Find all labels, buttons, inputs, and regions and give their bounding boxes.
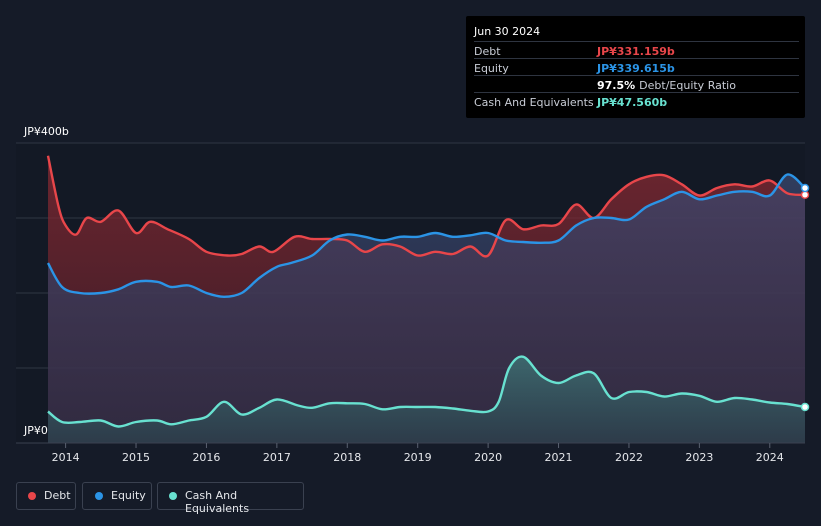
cash-and-equivalents-end-marker [800, 402, 810, 412]
x-tick-label-2023: 2023 [685, 451, 713, 464]
x-tick-label-2016: 2016 [192, 451, 220, 464]
tooltip-date: Jun 30 2024 [474, 25, 541, 38]
x-tick-label-2015: 2015 [122, 451, 150, 464]
legend-equity-label: Equity [111, 489, 146, 502]
legend-debt-dot [28, 492, 36, 500]
equity-end-marker [800, 183, 810, 193]
y-axis-bottom-label: JP¥0 [24, 424, 48, 437]
equity-line [46, 173, 806, 298]
cash-and-equivalents-area [48, 356, 805, 443]
x-tick-label-2014: 2014 [52, 451, 80, 464]
cash-and-equivalents-line [47, 355, 806, 428]
tooltip-cash-label: Cash And Equivalents [474, 96, 594, 109]
debt-line [46, 155, 806, 258]
tooltip-panel: Jun 30 2024 Debt JP¥331.159b Equity JP¥3… [466, 16, 805, 118]
series-lines [46, 155, 806, 428]
tooltip-equity-value: JP¥339.615b [597, 62, 675, 75]
tooltip-row-ratio: 97.5% Debt/Equity Ratio [474, 75, 799, 93]
tooltip-equity-label: Equity [474, 62, 509, 75]
tooltip-debt-value: JP¥331.159b [597, 45, 675, 58]
tooltip-ratio-wrap: 97.5% Debt/Equity Ratio [597, 79, 736, 92]
x-tick-label-2024: 2024 [756, 451, 784, 464]
legend-equity[interactable]: Equity [82, 482, 152, 510]
tooltip-row-debt: Debt JP¥331.159b [474, 41, 799, 59]
legend-equity-dot [95, 492, 103, 500]
x-tick-label-2019: 2019 [404, 451, 432, 464]
x-tick-label-2018: 2018 [333, 451, 361, 464]
legend-debt[interactable]: Debt [16, 482, 76, 510]
legend-debt-label: Debt [44, 489, 71, 502]
tooltip-debt-label: Debt [474, 45, 501, 58]
tooltip-row-equity: Equity JP¥339.615b [474, 58, 799, 76]
y-axis-top-label: JP¥400b [24, 125, 69, 138]
legend-cash-dot [169, 492, 177, 500]
debt-end-marker [800, 190, 810, 199]
x-axis: 2014 2015 2016 2017 2018 2019 2020 2021 2022 2023… [16, 442, 805, 464]
tooltip-cash-value: JP¥47.560b [597, 96, 668, 109]
x-tick-label-2020: 2020 [474, 451, 502, 464]
tooltip-ratio-label: Debt/Equity Ratio [639, 79, 736, 92]
series-areas [48, 155, 805, 444]
equity-area [48, 174, 805, 444]
legend-cash-label: Cash And Equivalents [185, 489, 250, 515]
x-tick-label-2022: 2022 [615, 451, 643, 464]
tooltip-ratio-value: 97.5% [597, 79, 636, 92]
tooltip-row-cash: Cash And Equivalents JP¥47.560b [474, 92, 799, 110]
x-tick-label-2017: 2017 [263, 451, 291, 464]
legend-cash[interactable]: Cash And Equivalents [157, 482, 304, 515]
x-tick-label-2021: 2021 [545, 451, 573, 464]
series-end-markers [800, 183, 810, 412]
